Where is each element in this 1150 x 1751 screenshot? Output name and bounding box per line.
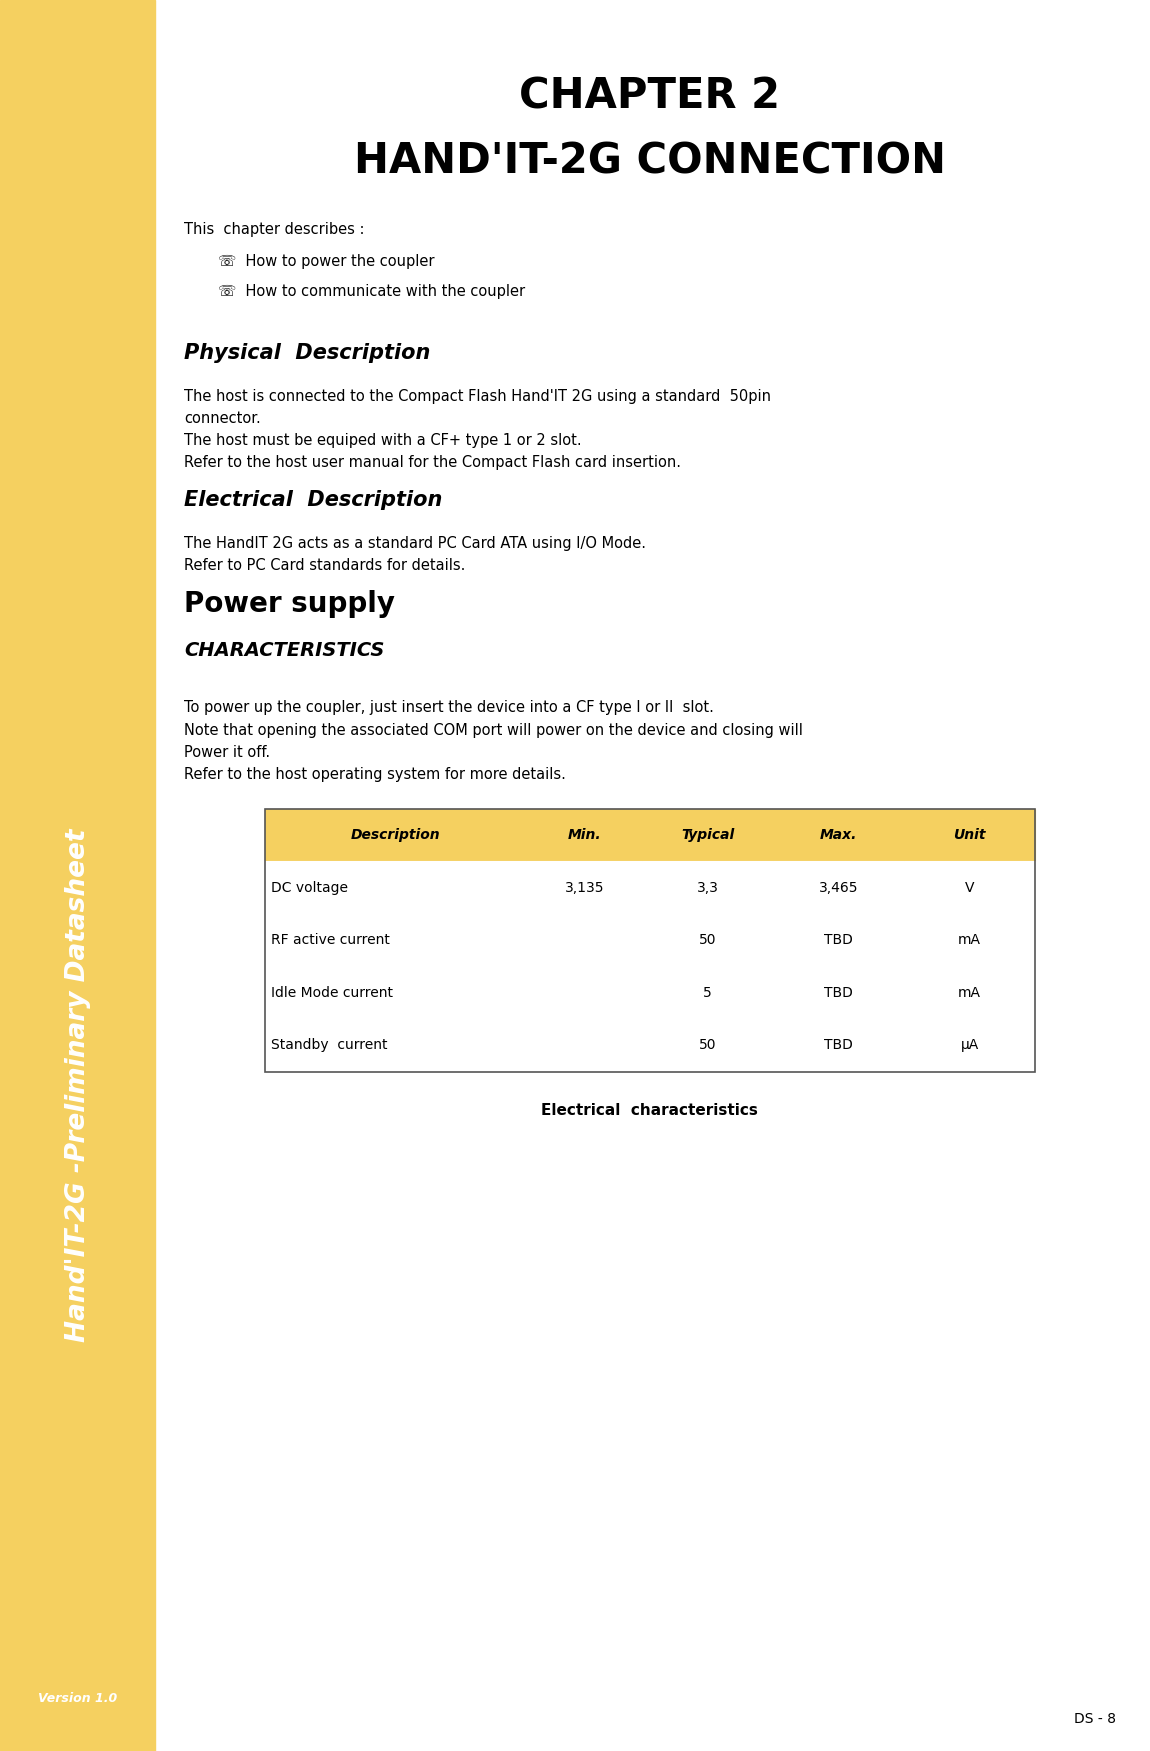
Text: ☏  How to communicate with the coupler: ☏ How to communicate with the coupler (218, 284, 526, 299)
Text: CHAPTER 2: CHAPTER 2 (520, 75, 780, 117)
Text: The HandIT 2G acts as a standard PC Card ATA using I/O Mode.
Refer to PC Card st: The HandIT 2G acts as a standard PC Card… (184, 536, 646, 573)
Text: CHARACTERISTICS: CHARACTERISTICS (184, 641, 384, 660)
Text: Hand'IT-2G -Preliminary Datasheet: Hand'IT-2G -Preliminary Datasheet (64, 828, 91, 1343)
Bar (527, 861, 642, 914)
Text: RF active current: RF active current (271, 933, 390, 947)
Bar (773, 967, 904, 1019)
Text: DS - 8: DS - 8 (1073, 1712, 1116, 1726)
Text: Description: Description (351, 828, 440, 842)
Text: Version 1.0: Version 1.0 (38, 1691, 117, 1705)
Bar (527, 1019, 642, 1072)
Text: Electrical  characteristics: Electrical characteristics (542, 1103, 758, 1119)
Text: Typical: Typical (681, 828, 734, 842)
Bar (0, 0, 155, 1751)
Text: DC voltage: DC voltage (271, 881, 348, 895)
Text: Unit: Unit (953, 828, 986, 842)
Text: mA: mA (958, 986, 981, 1000)
Text: Min.: Min. (567, 828, 601, 842)
Text: 3,135: 3,135 (565, 881, 604, 895)
Bar (904, 914, 1035, 967)
Bar (264, 914, 527, 967)
Text: Max.: Max. (820, 828, 857, 842)
Text: Standby  current: Standby current (271, 1038, 388, 1052)
Bar (773, 861, 904, 914)
Text: TBD: TBD (825, 986, 853, 1000)
Text: Power supply: Power supply (184, 590, 394, 618)
Bar (773, 1019, 904, 1072)
Bar (527, 967, 642, 1019)
Bar (264, 809, 527, 861)
Text: Electrical  Description: Electrical Description (184, 490, 443, 510)
Text: µA: µA (960, 1038, 979, 1052)
Bar (264, 967, 527, 1019)
Bar (642, 809, 773, 861)
Text: 50: 50 (699, 1038, 716, 1052)
Bar (527, 914, 642, 967)
Bar (642, 861, 773, 914)
Text: TBD: TBD (825, 933, 853, 947)
Bar (773, 914, 904, 967)
Text: 50: 50 (699, 933, 716, 947)
Bar (264, 1019, 527, 1072)
Bar (904, 809, 1035, 861)
Bar (904, 967, 1035, 1019)
Text: 5: 5 (703, 986, 712, 1000)
Text: Physical  Description: Physical Description (184, 343, 430, 362)
Text: This  chapter describes :: This chapter describes : (184, 222, 365, 238)
Text: HAND'IT-2G CONNECTION: HAND'IT-2G CONNECTION (354, 140, 945, 182)
Text: 3,3: 3,3 (697, 881, 719, 895)
Text: The host is connected to the Compact Flash Hand'IT 2G using a standard  50pin
co: The host is connected to the Compact Fla… (184, 389, 770, 471)
Bar (773, 809, 904, 861)
Bar (264, 809, 1035, 1072)
Text: TBD: TBD (825, 1038, 853, 1052)
Bar (642, 1019, 773, 1072)
Text: To power up the coupler, just insert the device into a CF type I or II  slot.
No: To power up the coupler, just insert the… (184, 700, 803, 783)
Text: ☏  How to power the coupler: ☏ How to power the coupler (218, 254, 435, 270)
Text: 3,465: 3,465 (819, 881, 858, 895)
Bar (904, 861, 1035, 914)
Text: V: V (965, 881, 974, 895)
Bar (527, 809, 642, 861)
Text: Idle Mode current: Idle Mode current (271, 986, 393, 1000)
Bar (264, 861, 527, 914)
Bar (642, 967, 773, 1019)
Bar (904, 1019, 1035, 1072)
Text: mA: mA (958, 933, 981, 947)
Bar (642, 914, 773, 967)
